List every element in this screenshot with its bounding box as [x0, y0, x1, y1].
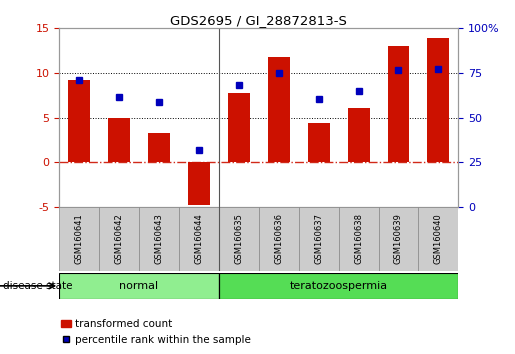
Text: teratozoospermia: teratozoospermia — [289, 281, 388, 291]
Bar — [59, 207, 99, 271]
Text: GSM160642: GSM160642 — [115, 213, 124, 264]
Bar — [139, 207, 179, 271]
Bar — [339, 207, 379, 271]
Bar — [299, 207, 339, 271]
Bar — [219, 207, 259, 271]
Bar — [307, 123, 330, 162]
Text: disease state: disease state — [3, 281, 72, 291]
Bar — [99, 207, 139, 271]
Text: GSM160635: GSM160635 — [234, 213, 243, 264]
Text: GSM160637: GSM160637 — [314, 213, 323, 264]
Text: GSM160639: GSM160639 — [394, 213, 403, 264]
Bar — [188, 162, 210, 205]
Bar — [418, 207, 458, 271]
Bar — [59, 273, 219, 299]
Title: GDS2695 / GI_28872813-S: GDS2695 / GI_28872813-S — [170, 14, 347, 27]
Bar — [387, 46, 409, 162]
Legend: transformed count, percentile rank within the sample: transformed count, percentile rank withi… — [57, 315, 255, 349]
Bar — [259, 207, 299, 271]
Text: GSM160636: GSM160636 — [274, 213, 283, 264]
Text: GSM160640: GSM160640 — [434, 213, 443, 264]
Text: GSM160643: GSM160643 — [154, 213, 163, 264]
Bar — [108, 118, 130, 162]
Bar — [348, 108, 370, 162]
Bar — [148, 133, 170, 162]
Text: GSM160641: GSM160641 — [75, 213, 83, 264]
Bar — [179, 207, 219, 271]
Bar — [268, 57, 290, 162]
Bar — [427, 38, 450, 162]
Text: GSM160644: GSM160644 — [195, 213, 203, 264]
Bar — [68, 80, 90, 162]
Text: normal: normal — [119, 281, 159, 291]
Bar — [219, 273, 458, 299]
Bar — [228, 93, 250, 162]
Bar — [379, 207, 418, 271]
Text: GSM160638: GSM160638 — [354, 213, 363, 264]
